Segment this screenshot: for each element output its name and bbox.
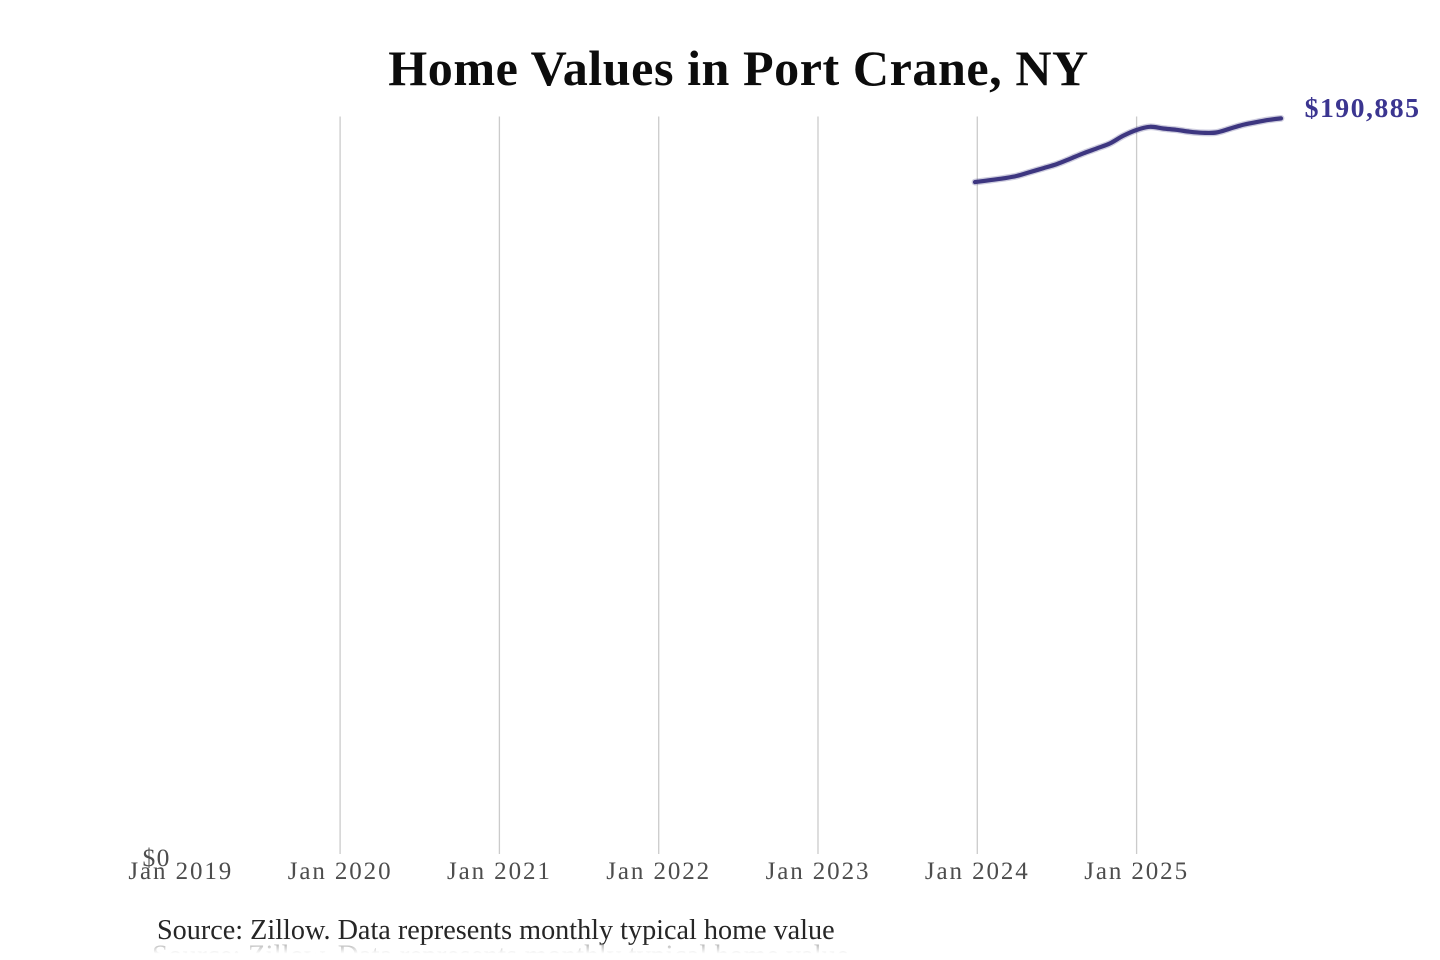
svg-text:$0: $0 [142, 843, 170, 872]
svg-text:Jan 2024: Jan 2024 [925, 858, 1030, 885]
svg-text:Jan 2021: Jan 2021 [447, 858, 552, 885]
svg-text:Source: Zillow. Data represent: Source: Zillow. Data represents monthly … [157, 915, 835, 946]
svg-text:Jan 2020: Jan 2020 [288, 858, 393, 885]
svg-text:$190,885: $190,885 [1305, 93, 1421, 124]
svg-text:Jan 2025: Jan 2025 [1084, 858, 1189, 885]
svg-text:Home Values in Port Crane, NY: Home Values in Port Crane, NY [388, 40, 1089, 96]
svg-text:Jan 2019: Jan 2019 [128, 858, 233, 885]
svg-text:Jan 2022: Jan 2022 [606, 858, 711, 885]
svg-text:Jan 2023: Jan 2023 [766, 858, 871, 885]
